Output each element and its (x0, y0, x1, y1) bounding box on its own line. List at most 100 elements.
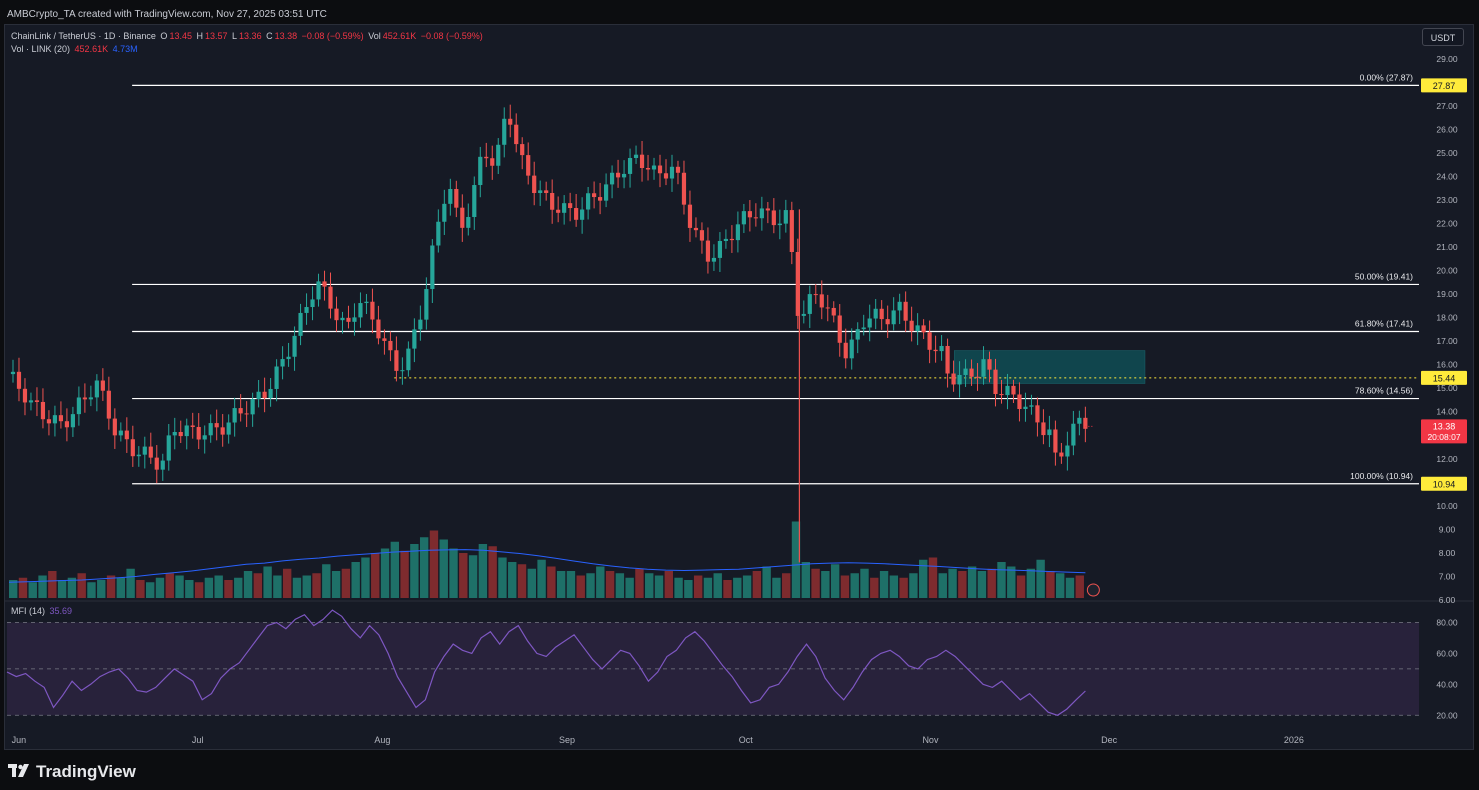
volume-bar (1036, 559, 1045, 598)
vol-change-value: −0.08 (−0.59%) (420, 31, 483, 41)
volume-bar (175, 575, 184, 598)
price-tick-label: 9.00 (1439, 524, 1456, 534)
candle-body (663, 173, 669, 179)
candle-body (148, 446, 153, 458)
volume-bar (977, 571, 987, 598)
candle-body (124, 430, 129, 440)
ohlc-legend: ChainLink / TetherUS · 1D · Binance O 13.… (11, 31, 485, 41)
volume-bar (28, 582, 37, 598)
volume-indicator-value: 452.61K (74, 44, 109, 54)
volume-bar (547, 566, 556, 598)
candle-body (897, 301, 902, 311)
candle-body (424, 289, 429, 320)
candle-body (208, 423, 213, 436)
candle-body (711, 257, 717, 262)
volume-bar (840, 575, 850, 598)
candle-body (256, 391, 261, 400)
date-axis-label: Jul (192, 735, 204, 745)
volume-bar (351, 562, 360, 598)
candle-body (592, 193, 597, 198)
volume-ma-line (8, 549, 1086, 583)
price-chart-svg[interactable]: 0.00% (27.87) 50.00% (19.41) 61.80% (17.41… (5, 25, 1474, 750)
chart-frame[interactable]: 0.00% (27.87) 50.00% (19.41) 61.80% (17.41… (4, 24, 1474, 750)
mfi-tick-label: 40.00 (1436, 679, 1458, 689)
candle-body (478, 156, 483, 186)
candle-body (957, 374, 962, 385)
candle-body (466, 217, 471, 228)
volume-bar (282, 568, 292, 598)
volume-bar (556, 571, 566, 598)
candle-body (729, 238, 734, 241)
fib-level-label: 61.80% (17.41) (1355, 319, 1413, 329)
volume-bar (204, 577, 214, 598)
volume-bar (782, 573, 791, 598)
volume-bar (116, 577, 126, 598)
candle-body (951, 373, 956, 385)
candle-body (166, 435, 171, 461)
volume-legend: Vol · LINK (20) 452.61K 4.73M (11, 44, 140, 54)
candle-body (346, 317, 351, 322)
date-axis-label: Sep (559, 735, 575, 745)
price-tick-label: 14.00 (1436, 407, 1458, 417)
mfi-legend: MFI (14) 35.69 (11, 606, 74, 616)
volume-bar (938, 573, 947, 598)
candle-body (352, 317, 357, 322)
volume-bar (341, 568, 351, 598)
bar-countdown: 20:08:07 (1427, 432, 1460, 442)
currency-badge[interactable]: USDT (1422, 28, 1464, 46)
volume-bar (625, 577, 634, 598)
candle-body (915, 325, 920, 332)
candle-body (322, 281, 327, 287)
volume-bar (517, 564, 527, 598)
candle-body (813, 294, 818, 296)
volume-bar (253, 573, 263, 598)
lightning-icon (1086, 583, 1100, 597)
candle-body (603, 184, 609, 201)
candle-body (454, 189, 459, 208)
candle-body (831, 307, 836, 316)
candle-body (472, 185, 477, 218)
candle-body (975, 376, 980, 378)
volume-bar (194, 582, 204, 598)
candle-body (843, 342, 848, 359)
candle-body (214, 423, 219, 428)
volume-bar (165, 573, 174, 598)
volume-bar (527, 568, 536, 598)
volume-bar (566, 571, 576, 598)
candle-body (556, 209, 561, 213)
candle-body (448, 189, 453, 204)
volume-bar (302, 575, 311, 598)
symbol-label: ChainLink / TetherUS · 1D · Binance (11, 31, 156, 41)
candle-body (609, 172, 615, 185)
volume-bar (234, 577, 243, 598)
candle-body (70, 414, 75, 428)
candle-body (172, 431, 177, 436)
candle-body (783, 210, 788, 224)
candle-body (987, 359, 992, 370)
candle-body (1047, 429, 1052, 436)
candle-body (292, 335, 297, 357)
price-tick-label: 10.00 (1436, 501, 1458, 511)
candle-body (178, 431, 183, 437)
change-value: −0.08 (−0.59%) (301, 31, 364, 41)
candle-body (945, 345, 950, 374)
candle-body (34, 400, 40, 402)
axis-price-label-box (1421, 78, 1467, 93)
candle-body (508, 118, 513, 125)
price-tick-label: 18.00 (1436, 313, 1458, 323)
candle-body (1005, 385, 1010, 396)
candle-body (442, 203, 447, 222)
candle-body (879, 308, 884, 320)
mfi-tick-label: 80.00 (1436, 617, 1458, 627)
volume-bar (38, 575, 47, 598)
candle-body (370, 301, 375, 320)
volume-bar (772, 577, 781, 598)
axis-layer: 6.007.008.009.0010.0011.0012.0013.0014.0… (12, 54, 1467, 745)
axis-price-label-box (1421, 476, 1467, 491)
candle-body (280, 359, 285, 367)
open-value: 13.45 (169, 31, 192, 41)
candle-body (903, 301, 908, 321)
candle-body (795, 252, 800, 316)
volume-bar (997, 562, 1006, 598)
volume-bar (224, 580, 233, 598)
